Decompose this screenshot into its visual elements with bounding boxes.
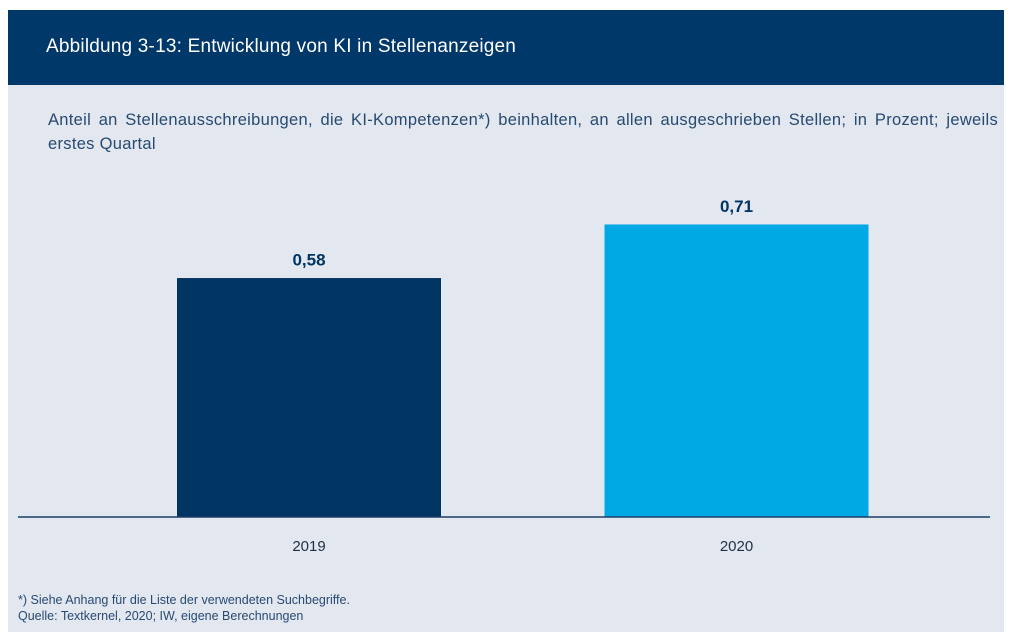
- data-label: 0,71: [720, 197, 753, 216]
- chart-subtitle: Anteil an Stellenausschreibungen, die KI…: [48, 111, 998, 153]
- bar: [177, 278, 441, 517]
- source-note: Quelle: Textkernel, 2020; IW, eigene Ber…: [18, 609, 304, 623]
- chart-title: Abbildung 3-13: Entwicklung von KI in St…: [46, 36, 517, 57]
- x-tick-label: 2019: [292, 538, 325, 555]
- data-label: 0,58: [292, 251, 325, 270]
- footnotes: *) Siehe Anhang für die Liste der verwen…: [18, 592, 350, 624]
- footnote: *) Siehe Anhang für die Liste der verwen…: [18, 593, 350, 607]
- bar: [604, 224, 869, 518]
- header-bar: Abbildung 3-13: Entwicklung von KI in St…: [8, 10, 1004, 85]
- x-tick-label: 2020: [720, 538, 753, 555]
